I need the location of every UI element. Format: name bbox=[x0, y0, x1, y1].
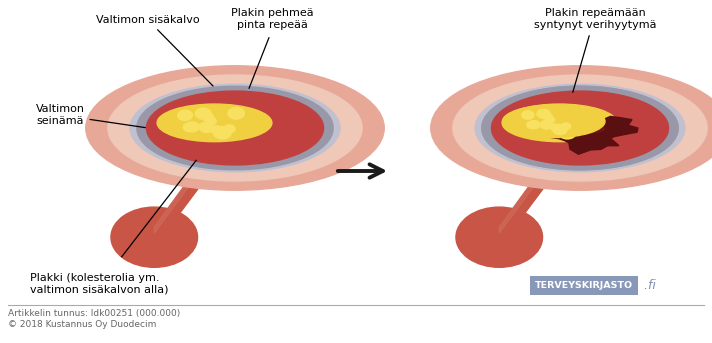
Ellipse shape bbox=[211, 126, 221, 133]
Ellipse shape bbox=[224, 125, 235, 133]
Ellipse shape bbox=[431, 66, 712, 190]
Ellipse shape bbox=[202, 113, 214, 121]
Ellipse shape bbox=[502, 104, 617, 142]
FancyBboxPatch shape bbox=[530, 276, 638, 295]
Ellipse shape bbox=[523, 110, 538, 120]
Ellipse shape bbox=[528, 121, 540, 129]
Ellipse shape bbox=[498, 94, 662, 162]
Ellipse shape bbox=[537, 109, 550, 118]
Text: Valtimon sisäkalvo: Valtimon sisäkalvo bbox=[96, 15, 213, 86]
Ellipse shape bbox=[483, 88, 677, 168]
Ellipse shape bbox=[228, 108, 244, 119]
Ellipse shape bbox=[540, 108, 556, 119]
Ellipse shape bbox=[453, 75, 707, 181]
Polygon shape bbox=[499, 117, 580, 247]
Ellipse shape bbox=[543, 113, 553, 120]
Ellipse shape bbox=[206, 117, 216, 125]
Ellipse shape bbox=[491, 91, 669, 165]
Ellipse shape bbox=[550, 124, 559, 130]
Polygon shape bbox=[564, 124, 604, 133]
Text: © 2018 Kustannus Oy Duodecim: © 2018 Kustannus Oy Duodecim bbox=[8, 320, 157, 329]
Polygon shape bbox=[155, 117, 235, 233]
Ellipse shape bbox=[573, 108, 590, 119]
Text: TERVEYSKIRJASTO: TERVEYSKIRJASTO bbox=[535, 281, 633, 290]
Ellipse shape bbox=[527, 121, 538, 129]
Ellipse shape bbox=[544, 122, 559, 132]
Ellipse shape bbox=[503, 105, 605, 138]
Text: Valtimon
seinämä: Valtimon seinämä bbox=[36, 104, 145, 128]
Ellipse shape bbox=[178, 110, 192, 120]
Ellipse shape bbox=[214, 127, 231, 139]
Ellipse shape bbox=[561, 123, 571, 130]
Ellipse shape bbox=[555, 126, 567, 134]
Ellipse shape bbox=[195, 108, 211, 119]
Ellipse shape bbox=[211, 126, 221, 134]
Polygon shape bbox=[155, 117, 235, 247]
Ellipse shape bbox=[540, 121, 553, 129]
Ellipse shape bbox=[547, 113, 559, 121]
Ellipse shape bbox=[157, 104, 272, 142]
Ellipse shape bbox=[556, 126, 567, 133]
Text: Plakin pehmeä
pinta repeää: Plakin pehmeä pinta repeää bbox=[231, 8, 313, 29]
Ellipse shape bbox=[130, 84, 340, 172]
Ellipse shape bbox=[558, 127, 576, 139]
Ellipse shape bbox=[551, 117, 561, 125]
Text: Plakin repeämään
syntynyt verihyytymä: Plakin repeämään syntynyt verihyytymä bbox=[534, 8, 656, 29]
Ellipse shape bbox=[111, 207, 197, 267]
Ellipse shape bbox=[553, 125, 567, 134]
Ellipse shape bbox=[147, 91, 323, 165]
Text: .fi: .fi bbox=[640, 279, 656, 292]
Polygon shape bbox=[535, 116, 638, 154]
Ellipse shape bbox=[546, 117, 555, 123]
Ellipse shape bbox=[108, 75, 362, 181]
Ellipse shape bbox=[199, 122, 214, 132]
Text: Plakki (kolesterolia ym.
valtimon sisäkalvon alla): Plakki (kolesterolia ym. valtimon sisäka… bbox=[30, 273, 169, 295]
Ellipse shape bbox=[185, 122, 199, 132]
Ellipse shape bbox=[475, 84, 685, 172]
Ellipse shape bbox=[528, 123, 541, 132]
Ellipse shape bbox=[153, 94, 317, 162]
Ellipse shape bbox=[522, 111, 534, 119]
Polygon shape bbox=[499, 117, 580, 233]
Ellipse shape bbox=[569, 125, 580, 133]
Text: Artikkelin tunnus: Idk00251 (000.000): Artikkelin tunnus: Idk00251 (000.000) bbox=[8, 309, 180, 318]
Ellipse shape bbox=[85, 66, 384, 190]
Ellipse shape bbox=[456, 207, 543, 267]
Ellipse shape bbox=[138, 88, 332, 168]
Ellipse shape bbox=[530, 122, 544, 132]
Ellipse shape bbox=[183, 123, 196, 132]
